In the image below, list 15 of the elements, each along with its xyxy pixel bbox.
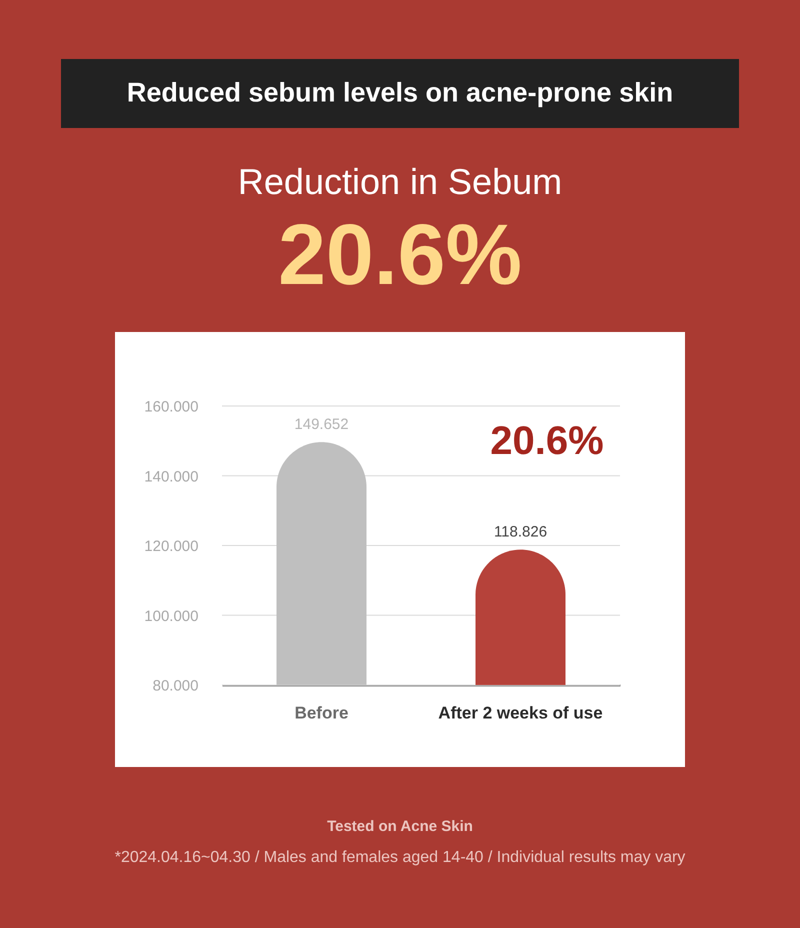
text: 20.6%	[278, 207, 522, 303]
chart-subtitle: Reduction in Sebum	[238, 161, 562, 202]
y-tick-label: 80.000	[152, 678, 198, 694]
x-tick-label: After 2 weeks of use	[438, 704, 603, 722]
y-tick-label: 160.000	[144, 398, 198, 416]
x-tick-label: Before	[294, 704, 348, 722]
y-tick-label: 100.000	[144, 608, 198, 625]
text: Tested on Acne Skin	[327, 818, 473, 835]
y-tick-label: 120.000	[144, 538, 198, 555]
y-tick-label: 140.000	[144, 468, 198, 486]
chart-title: Reduced sebum levels on acne-prone skin	[126, 78, 674, 108]
data-label: 149.652	[294, 416, 349, 434]
annotation: 20.6%	[490, 419, 604, 463]
text: *2024.04.16~04.30 / Males and females aged 14-40 / Individual results may vary	[114, 849, 686, 866]
data-label: 118.826	[494, 524, 548, 541]
